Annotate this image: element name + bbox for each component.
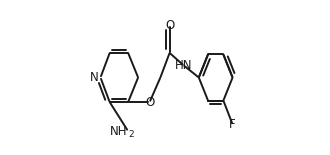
Text: HN: HN (175, 59, 192, 72)
Text: O: O (165, 19, 174, 32)
Text: N: N (89, 71, 98, 84)
Text: NH: NH (110, 125, 127, 138)
Text: F: F (229, 118, 236, 131)
Text: 2: 2 (129, 130, 134, 139)
Text: O: O (145, 96, 154, 109)
